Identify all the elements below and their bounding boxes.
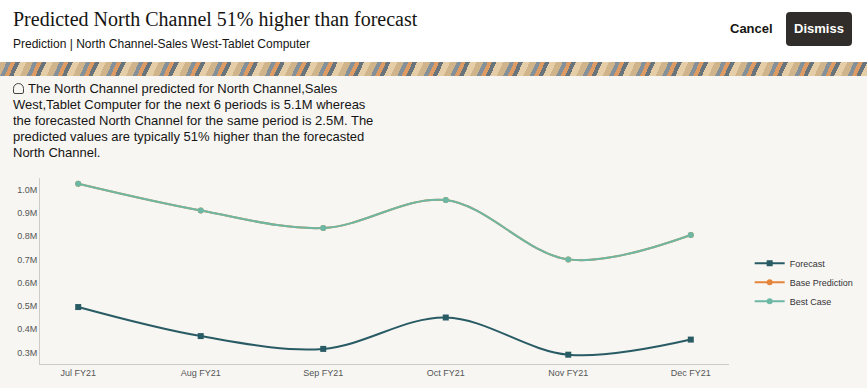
svg-text:0.6M: 0.6M [17,278,37,288]
svg-text:Best Case: Best Case [790,297,832,307]
svg-text:Aug FY21: Aug FY21 [181,368,221,378]
svg-text:0.4M: 0.4M [17,324,37,334]
html-text:The North Channel predicted fo: The North Channel predicted for North Ch… [13,81,374,160]
html-text:Predicted North Channel 51% hi: Predicted North Channel 51% higher than … [13,8,418,30]
svg-text:Jul FY21: Jul FY21 [60,368,96,378]
svg-text:0.8M: 0.8M [17,231,37,241]
svg-text:0.9M: 0.9M [17,208,37,218]
svg-text:0.5M: 0.5M [17,301,37,311]
html-text:Cancel: Cancel [730,21,773,36]
svg-text:Dec FY21: Dec FY21 [671,368,711,378]
svg-text:Forecast: Forecast [790,259,826,269]
html-text:Dismiss: Dismiss [794,21,844,36]
svg-text:Sep FY21: Sep FY21 [303,368,343,378]
svg-text:Base Prediction: Base Prediction [790,278,853,288]
html-text:Prediction | North Channel-Sal: Prediction | North Channel-Sales West-Ta… [13,37,310,51]
svg-text:1.0M: 1.0M [17,185,37,195]
svg-text:0.3M: 0.3M [17,348,37,358]
svg-text:0.7M: 0.7M [17,255,37,265]
svg-text:Nov FY21: Nov FY21 [548,368,588,378]
svg-text:Oct FY21: Oct FY21 [427,368,465,378]
